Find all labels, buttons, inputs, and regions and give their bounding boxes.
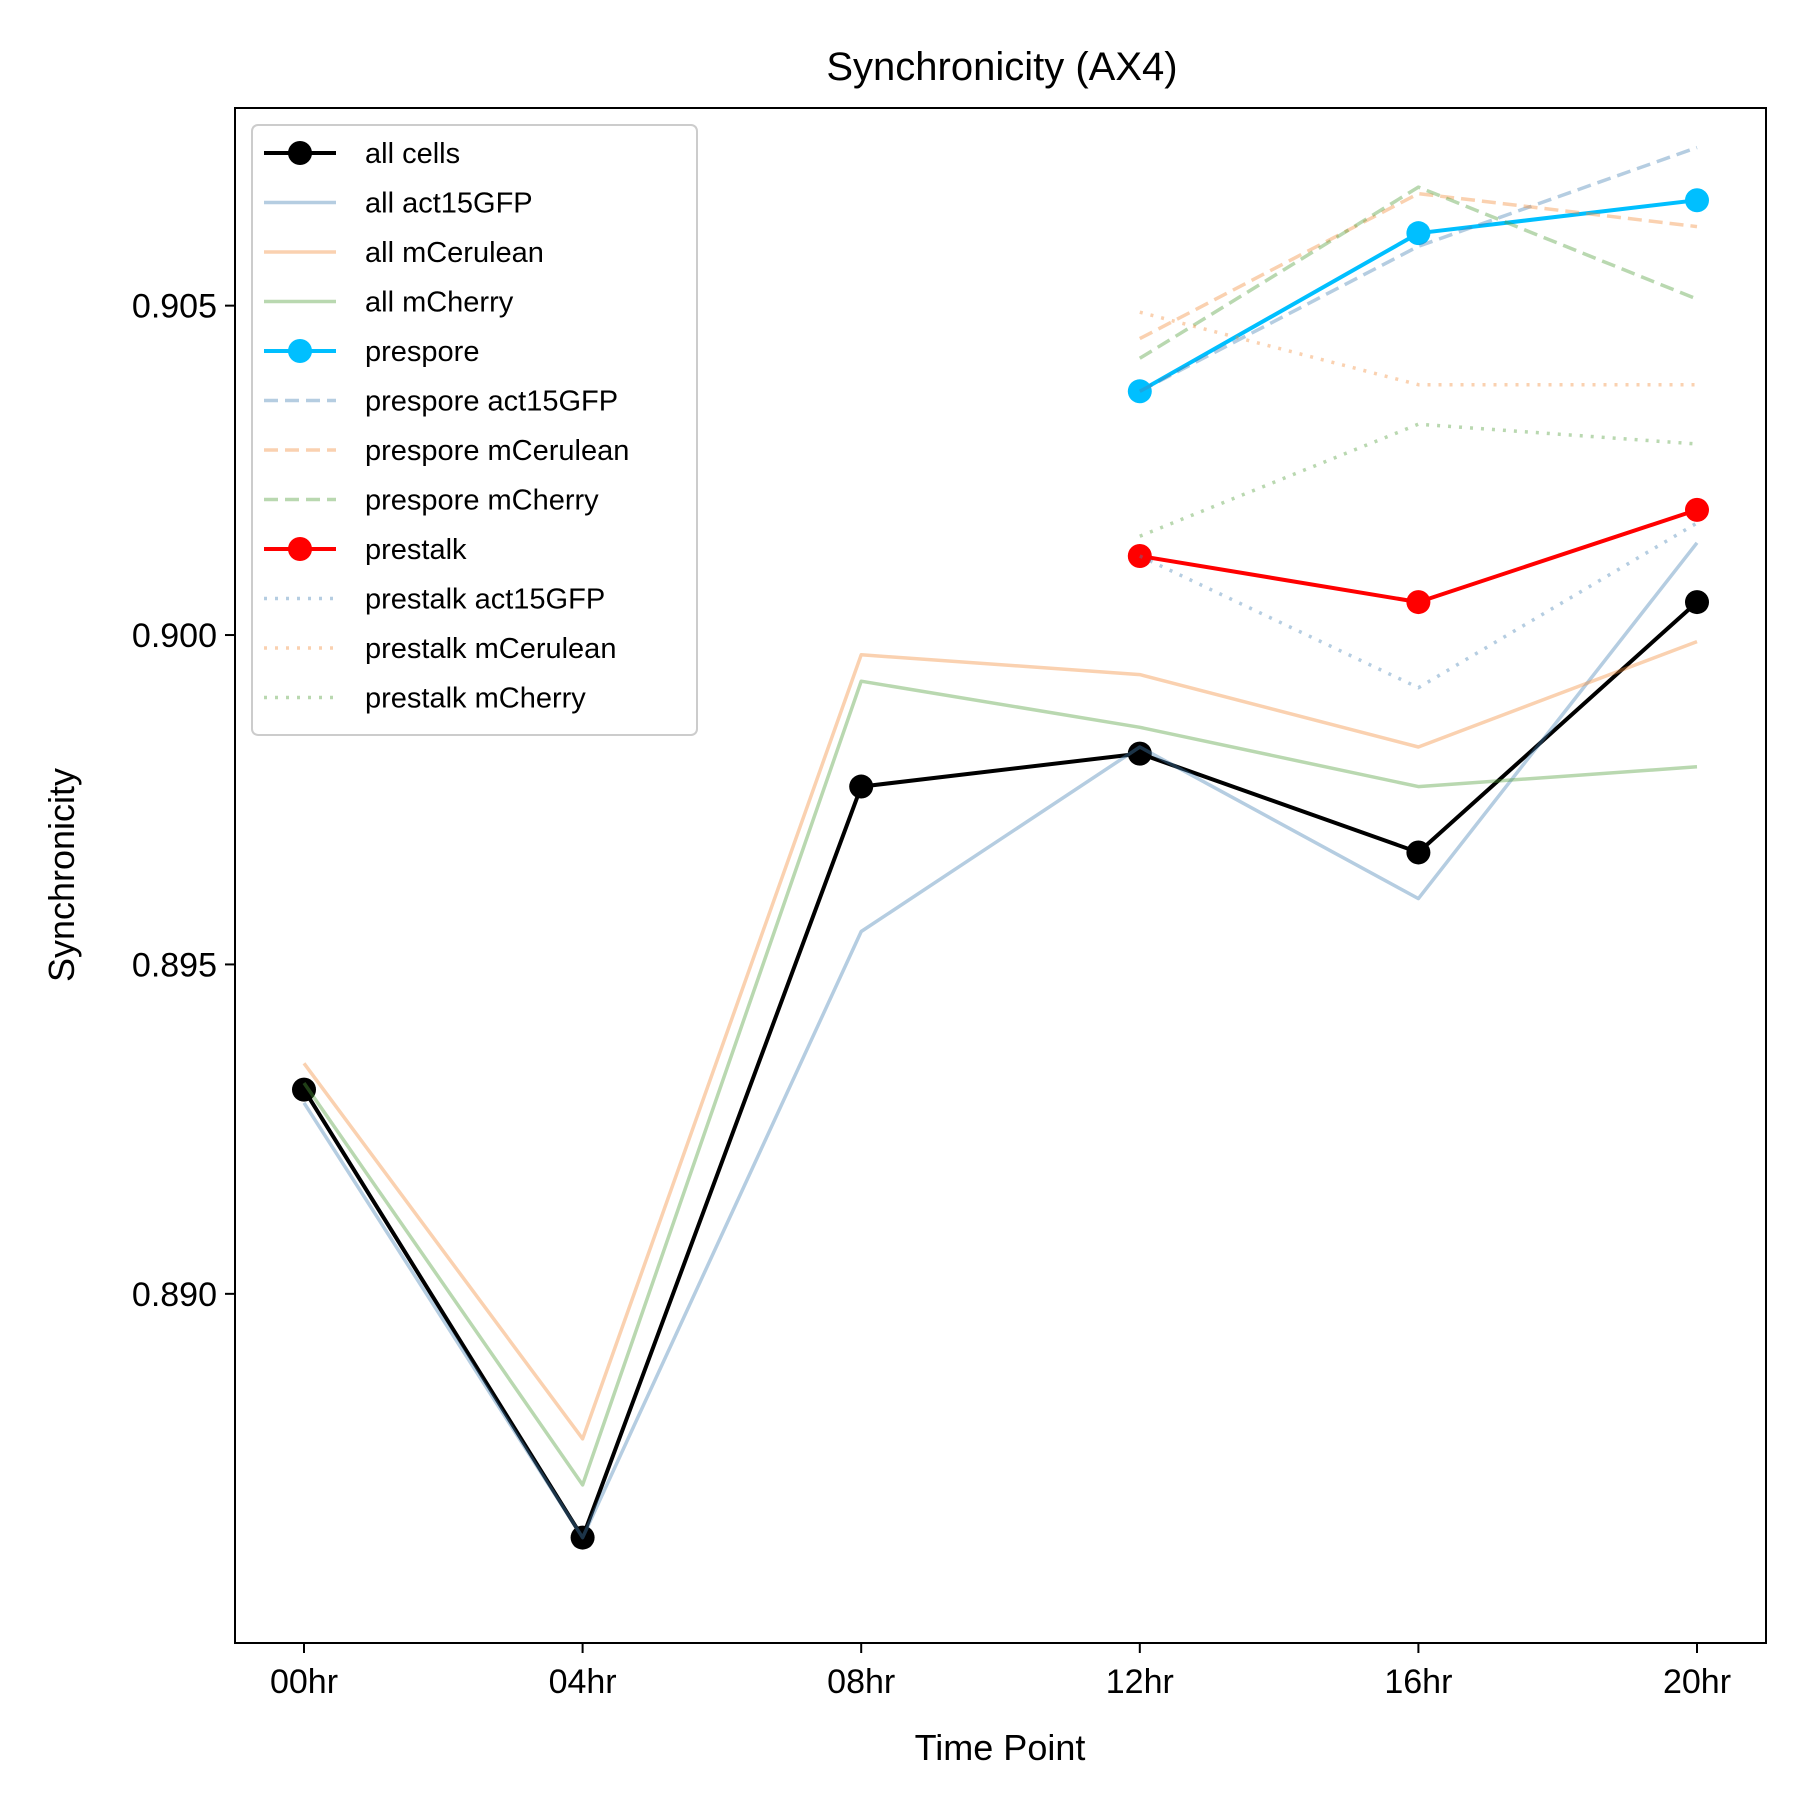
legend-label-prestalk-act15gfp: prestalk act15GFP bbox=[365, 584, 605, 616]
legend-frame bbox=[251, 124, 698, 736]
legend-label-prespore: prespore bbox=[365, 336, 479, 368]
plot-frame bbox=[234, 107, 1767, 1644]
y-tick-label: 0.895 bbox=[132, 946, 217, 984]
data-point-prestalk bbox=[1127, 543, 1152, 568]
series-line-prespore-mcherry bbox=[1138, 185, 1698, 360]
x-tick-label: 08hr bbox=[827, 1663, 895, 1701]
data-point-prestalk bbox=[1406, 590, 1431, 615]
chart-title: Synchronicity (AX4) bbox=[826, 45, 1177, 89]
legend-label-prestalk-mcerulean: prestalk mCerulean bbox=[365, 633, 616, 665]
x-tick-label: 00hr bbox=[270, 1663, 338, 1701]
x-tick-label: 12hr bbox=[1106, 1663, 1174, 1701]
y-tick-label: 0.890 bbox=[132, 1276, 217, 1314]
legend-marker-all-cells bbox=[288, 141, 312, 165]
legend-label-prespore-mcherry: prespore mCherry bbox=[365, 485, 599, 517]
legend: all cells all act15GFP all mCerulean all mC… bbox=[251, 124, 698, 736]
legend-label-prestalk: prestalk bbox=[365, 534, 467, 566]
series-line-all-mcerulean bbox=[302, 639, 1698, 1441]
data-point-all-cells bbox=[1685, 590, 1709, 615]
x-axis: 00hr 04hr 08hr 12hr 16hr 20hr bbox=[270, 1643, 1731, 1701]
legend-label-all-mcerulean: all mCerulean bbox=[365, 237, 544, 269]
series-line-prestalk-mcherry bbox=[1139, 422, 1698, 538]
legend-label-all-act15gfp: all act15GFP bbox=[365, 188, 533, 220]
x-tick-label: 20hr bbox=[1663, 1663, 1731, 1701]
legend-label-prestalk-mcherry: prestalk mCherry bbox=[365, 683, 586, 715]
series-line-all-cells bbox=[302, 600, 1699, 1540]
legend-label-prespore-mcerulean: prespore mCerulean bbox=[365, 435, 629, 467]
series-line-prestalk bbox=[1139, 508, 1698, 605]
series-line-all-mcherry bbox=[302, 679, 1698, 1487]
y-tick-label: 0.905 bbox=[132, 288, 217, 326]
legend-marker-prespore bbox=[288, 339, 312, 363]
data-point-all-cells bbox=[1406, 840, 1431, 865]
data-point-all-cells bbox=[849, 774, 874, 799]
data-point-all-cells bbox=[570, 1525, 595, 1550]
data-point-all-cells bbox=[1127, 741, 1152, 766]
y-axis: 0.890 0.895 0.900 0.905 bbox=[132, 288, 235, 1314]
plot-area bbox=[292, 145, 1709, 1550]
legend-label-all-cells: all cells bbox=[365, 138, 460, 170]
series-line-prespore-act15gfp bbox=[1138, 145, 1698, 393]
legend-label-prespore-act15gfp: prespore act15GFP bbox=[365, 386, 618, 418]
data-point-prespore bbox=[1406, 221, 1431, 246]
x-tick-label: 04hr bbox=[549, 1663, 617, 1701]
series-line-all-act15gfp bbox=[302, 541, 1699, 1540]
series-line-prestalk-mcerulean bbox=[1139, 310, 1697, 387]
x-tick-label: 16hr bbox=[1384, 1663, 1452, 1701]
data-point-prespore bbox=[1685, 188, 1709, 213]
data-point-all-cells bbox=[292, 1077, 316, 1102]
y-axis-label: Synchronicity bbox=[41, 768, 82, 982]
legend-label-all-mcherry: all mCherry bbox=[365, 287, 514, 319]
y-tick-label: 0.900 bbox=[132, 617, 217, 655]
data-point-prespore bbox=[1127, 379, 1152, 404]
series-line-prestalk-act15gfp bbox=[1139, 521, 1698, 690]
legend-marker-prestalk bbox=[288, 537, 312, 561]
data-point-prestalk bbox=[1685, 497, 1709, 522]
x-axis-label: Time Point bbox=[915, 1727, 1086, 1768]
